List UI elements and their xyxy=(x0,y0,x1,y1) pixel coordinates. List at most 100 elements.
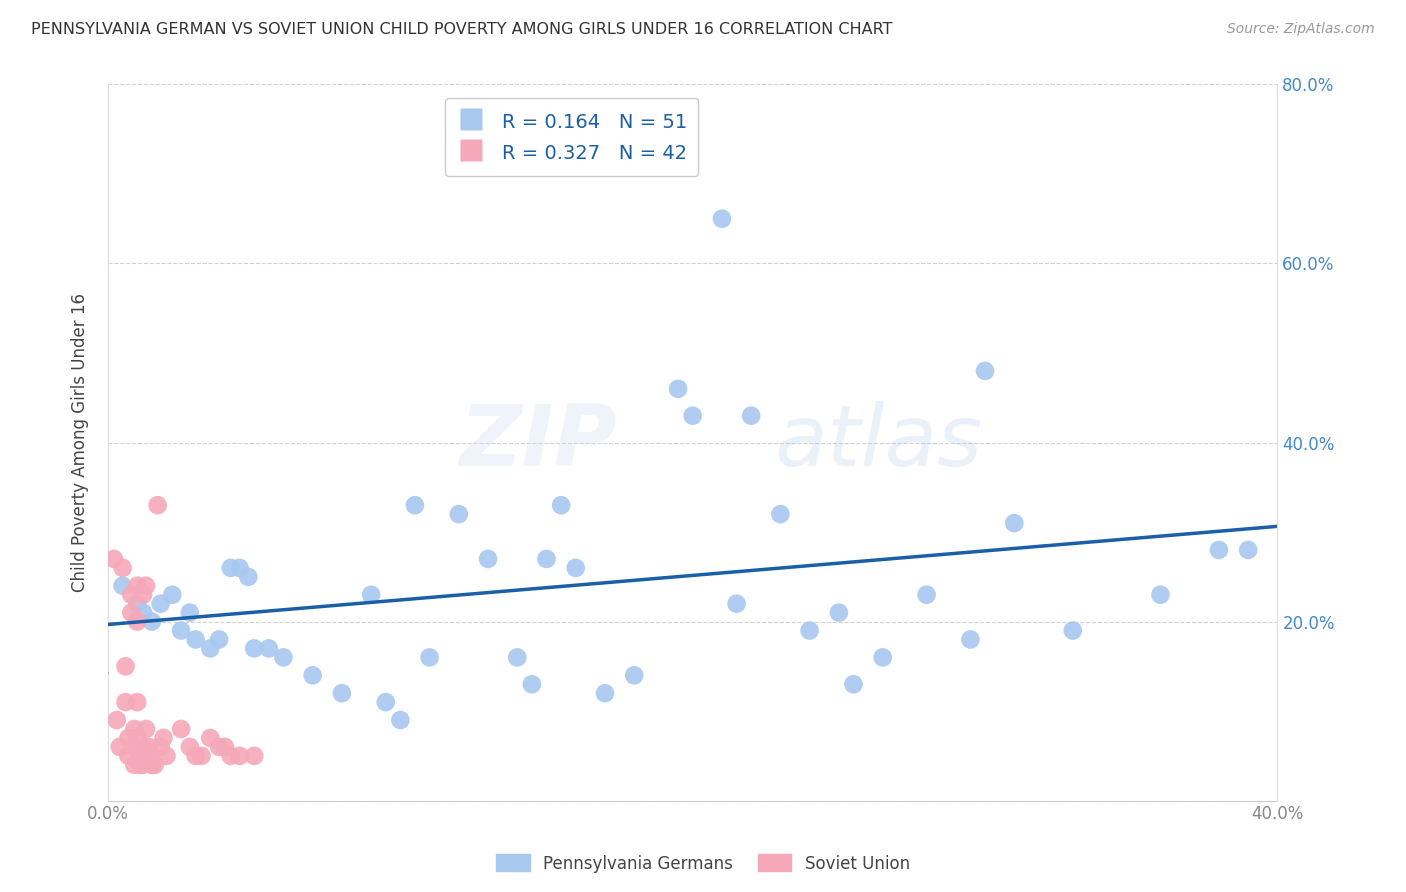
Point xyxy=(155,748,177,763)
Point xyxy=(184,632,207,647)
Point xyxy=(301,668,323,682)
Point xyxy=(141,748,163,763)
Point xyxy=(374,695,396,709)
Point xyxy=(127,579,149,593)
Point xyxy=(219,748,242,763)
Point xyxy=(135,722,157,736)
Point xyxy=(330,686,353,700)
Point xyxy=(120,588,142,602)
Point xyxy=(477,552,499,566)
Point xyxy=(536,552,558,566)
Point xyxy=(124,739,146,754)
Point xyxy=(273,650,295,665)
Point xyxy=(506,650,529,665)
Point xyxy=(842,677,865,691)
Point xyxy=(1149,588,1171,602)
Point xyxy=(769,507,792,521)
Point xyxy=(103,552,125,566)
Point xyxy=(170,722,193,736)
Point xyxy=(872,650,894,665)
Point xyxy=(127,731,149,745)
Point xyxy=(111,579,134,593)
Point xyxy=(1237,543,1260,558)
Point xyxy=(238,570,260,584)
Point xyxy=(127,695,149,709)
Point xyxy=(117,748,139,763)
Point xyxy=(219,561,242,575)
Point xyxy=(105,713,128,727)
Point xyxy=(974,364,997,378)
Point xyxy=(447,507,470,521)
Point xyxy=(124,722,146,736)
Point xyxy=(740,409,762,423)
Point xyxy=(799,624,821,638)
Legend: R = 0.164   N = 51, R = 0.327   N = 42: R = 0.164 N = 51, R = 0.327 N = 42 xyxy=(446,98,699,177)
Point xyxy=(179,739,201,754)
Point xyxy=(666,382,689,396)
Point xyxy=(725,597,748,611)
Point xyxy=(132,588,155,602)
Point xyxy=(623,668,645,682)
Point xyxy=(146,498,169,512)
Point xyxy=(550,498,572,512)
Legend: Pennsylvania Germans, Soviet Union: Pennsylvania Germans, Soviet Union xyxy=(489,847,917,880)
Point xyxy=(1062,624,1084,638)
Point xyxy=(190,748,212,763)
Point xyxy=(243,641,266,656)
Point xyxy=(564,561,586,575)
Point xyxy=(149,597,172,611)
Point xyxy=(915,588,938,602)
Point xyxy=(117,731,139,745)
Point xyxy=(135,579,157,593)
Point xyxy=(257,641,280,656)
Point xyxy=(710,211,733,226)
Point xyxy=(184,748,207,763)
Point xyxy=(419,650,441,665)
Point xyxy=(108,739,131,754)
Point xyxy=(243,748,266,763)
Point xyxy=(593,686,616,700)
Y-axis label: Child Poverty Among Girls Under 16: Child Poverty Among Girls Under 16 xyxy=(72,293,89,592)
Point xyxy=(200,641,222,656)
Point xyxy=(141,615,163,629)
Point xyxy=(114,695,136,709)
Point xyxy=(129,748,152,763)
Point xyxy=(152,731,174,745)
Text: PENNSYLVANIA GERMAN VS SOVIET UNION CHILD POVERTY AMONG GIRLS UNDER 16 CORRELATI: PENNSYLVANIA GERMAN VS SOVIET UNION CHIL… xyxy=(31,22,893,37)
Point xyxy=(520,677,543,691)
Point xyxy=(111,561,134,575)
Point xyxy=(228,561,250,575)
Point xyxy=(200,731,222,745)
Point xyxy=(682,409,704,423)
Point xyxy=(179,606,201,620)
Point xyxy=(959,632,981,647)
Point xyxy=(132,739,155,754)
Text: Source: ZipAtlas.com: Source: ZipAtlas.com xyxy=(1227,22,1375,37)
Point xyxy=(132,757,155,772)
Point xyxy=(124,757,146,772)
Point xyxy=(170,624,193,638)
Text: ZIP: ZIP xyxy=(458,401,617,484)
Point xyxy=(228,748,250,763)
Point xyxy=(149,739,172,754)
Point xyxy=(389,713,412,727)
Point xyxy=(208,632,231,647)
Point xyxy=(828,606,851,620)
Point xyxy=(114,659,136,673)
Point xyxy=(141,757,163,772)
Point xyxy=(127,615,149,629)
Point xyxy=(360,588,382,602)
Point xyxy=(132,606,155,620)
Point xyxy=(1208,543,1230,558)
Point xyxy=(120,606,142,620)
Point xyxy=(143,757,166,772)
Point xyxy=(208,739,231,754)
Point xyxy=(404,498,426,512)
Point xyxy=(1002,516,1025,530)
Text: atlas: atlas xyxy=(775,401,983,484)
Point xyxy=(129,757,152,772)
Point xyxy=(162,588,184,602)
Point xyxy=(127,597,149,611)
Point xyxy=(214,739,236,754)
Point xyxy=(138,739,160,754)
